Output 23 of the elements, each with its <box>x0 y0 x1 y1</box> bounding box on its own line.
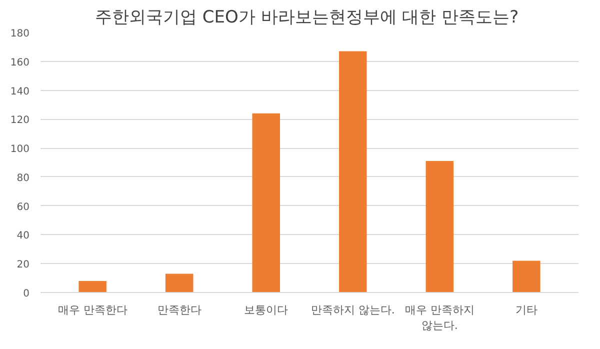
y-tick-label: 20 <box>16 260 30 271</box>
x-tick-label: 보통이다 <box>244 304 288 316</box>
bar <box>252 113 280 292</box>
x-tick-label: 만족하지 않는다. <box>310 304 395 316</box>
x-tick-label: 매우 만족한다 <box>58 304 128 316</box>
y-tick-label: 80 <box>16 172 30 184</box>
bar <box>339 51 367 292</box>
y-tick-label: 140 <box>10 86 30 98</box>
bar <box>426 161 454 292</box>
y-tick-label: 120 <box>10 115 30 126</box>
y-tick-label: 60 <box>16 202 30 213</box>
bar <box>165 274 194 292</box>
y-tick-label: 40 <box>16 230 30 242</box>
y-tick-label: 160 <box>10 57 30 68</box>
chart-title: 주한외국기업 CEO가 바라보는현정부에 대한 만족도는? <box>94 8 519 28</box>
y-tick-label: 100 <box>10 144 30 156</box>
bar <box>512 260 540 292</box>
x-tick-label: 매우 만족하지 않는다. <box>404 304 474 332</box>
y-tick-label: 0 <box>23 288 30 300</box>
x-tick-label: 기타 <box>515 304 538 316</box>
x-tick-label: 만족한다 <box>157 304 202 316</box>
y-tick-label: 180 <box>10 28 30 40</box>
bar <box>78 280 106 292</box>
